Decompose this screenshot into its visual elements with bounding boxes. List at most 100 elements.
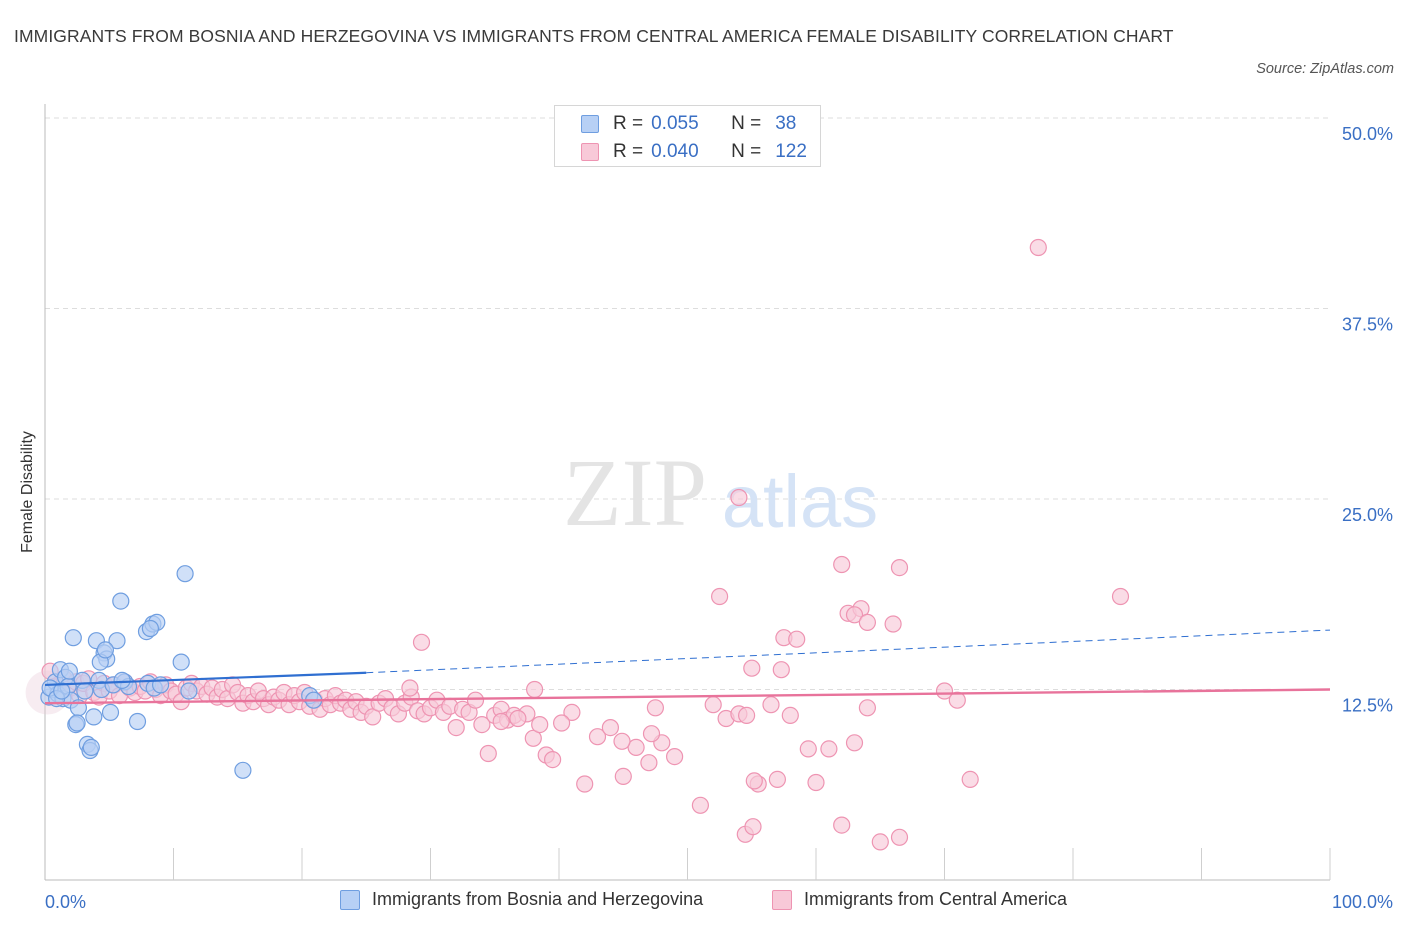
r-value: 0.040 [651,141,699,162]
point-central-america [1029,238,1047,257]
x-tick-label-max: 100.0% [1332,892,1393,912]
point-central-america [509,709,527,728]
n-value: 122 [775,141,807,162]
point-central-america [737,706,756,725]
point-bosnia [85,708,103,726]
point-central-america [646,699,665,717]
legend-swatch-blue [581,115,599,133]
point-central-america [691,796,710,814]
point-central-america [745,772,763,790]
point-central-america [642,725,661,743]
point-central-america [412,633,431,651]
point-central-america [744,818,762,836]
point-central-america [871,833,889,851]
point-central-america [588,728,607,746]
tick-labels: 12.5% 25.0% 37.5% 50.0% 0.0% 100.0% [45,124,1393,912]
point-central-america [772,661,790,679]
point-central-america [473,715,491,734]
point-central-america [613,732,631,750]
point-central-america [781,706,799,725]
point-central-america [890,828,909,846]
trend-line-bosnia-extended [366,629,1331,674]
chart-source: Source: ZipAtlas.com [1256,61,1394,77]
point-central-america [704,696,722,714]
point-bosnia [172,653,190,671]
legend-row-central-america: R = 0.040 N = 122 [581,139,807,165]
grid-lines [45,117,1330,690]
point-central-america [525,680,544,699]
point-bosnia [180,682,198,700]
point-central-america [492,712,510,731]
point-central-america [479,744,497,763]
point-central-america [552,714,571,732]
point-bosnia [60,662,79,680]
point-bosnia [128,712,147,731]
r-value: 0.055 [651,113,699,134]
legend-item-bosnia[interactable]: Immigrants from Bosnia and Herzegovina [340,889,703,910]
watermark-zip: ZIP [563,439,707,546]
legend-label-bosnia: Immigrants from Bosnia and Herzegovina [372,889,704,909]
point-central-america [833,816,851,834]
point-bosnia [64,629,82,647]
point-central-america [845,606,864,624]
r-label: R = [613,141,644,162]
point-bosnia [234,761,252,779]
point-bosnia [96,641,115,659]
point-bosnia [82,738,100,757]
point-central-america [614,767,632,786]
point-bosnia [112,592,130,610]
point-central-america [563,703,581,722]
point-central-america [890,558,909,577]
point-central-america [730,488,748,507]
point-central-america [799,740,817,758]
y-tick-label: 37.5% [1342,315,1393,335]
axes [44,104,1331,881]
point-bosnia [108,632,126,650]
point-bosnia [68,714,86,732]
point-central-america [401,679,419,697]
n-label: N = [731,141,762,162]
chart-title: IMMIGRANTS FROM BOSNIA AND HERZEGOVINA V… [14,26,1174,46]
point-bosnia [53,682,71,700]
point-central-america [884,615,902,633]
n-label: N = [731,113,762,134]
point-central-america [845,734,864,752]
point-central-america [710,587,729,606]
point-bosnia [101,703,120,722]
y-tick-label: 50.0% [1342,124,1393,144]
legend-label-central-america: Immigrants from Central America [804,889,1068,909]
point-central-america [447,718,465,737]
point-bosnia [113,671,131,690]
point-central-america [807,773,825,792]
point-central-america [543,750,562,769]
point-central-america [820,740,838,758]
x-tick-label-min: 0.0% [45,892,86,912]
legend-swatch-blue [340,889,360,910]
legend-item-central-america[interactable]: Immigrants from Central America [772,889,1067,910]
y-tick-label: 12.5% [1342,696,1393,716]
point-central-america [627,738,645,757]
r-label: R = [613,113,644,134]
point-central-america [961,770,979,789]
trend-lines [44,629,1331,705]
n-value: 38 [775,113,797,134]
watermark-atlas: atlas [722,460,878,543]
point-central-america [743,659,761,677]
point-central-america [665,747,684,766]
point-central-america [466,691,485,709]
point-central-america [762,696,780,714]
watermark: ZIP atlas [563,439,878,546]
point-bosnia [176,565,194,583]
point-central-america [601,718,620,737]
legend-row-bosnia: R = 0.055 N = 38 [581,111,796,137]
point-central-america [935,682,954,700]
point-central-america [640,754,658,772]
legend-swatch-pink [581,143,599,161]
correlation-legend: R = 0.055 N = 38 R = 0.040 N = 122 [554,105,821,167]
point-central-america [1111,587,1130,606]
series-legend: Immigrants from Bosnia and Herzegovina I… [0,889,1406,915]
point-central-america [576,775,594,793]
point-central-america [788,630,806,648]
point-bosnia [141,619,159,638]
point-central-america [858,699,877,717]
